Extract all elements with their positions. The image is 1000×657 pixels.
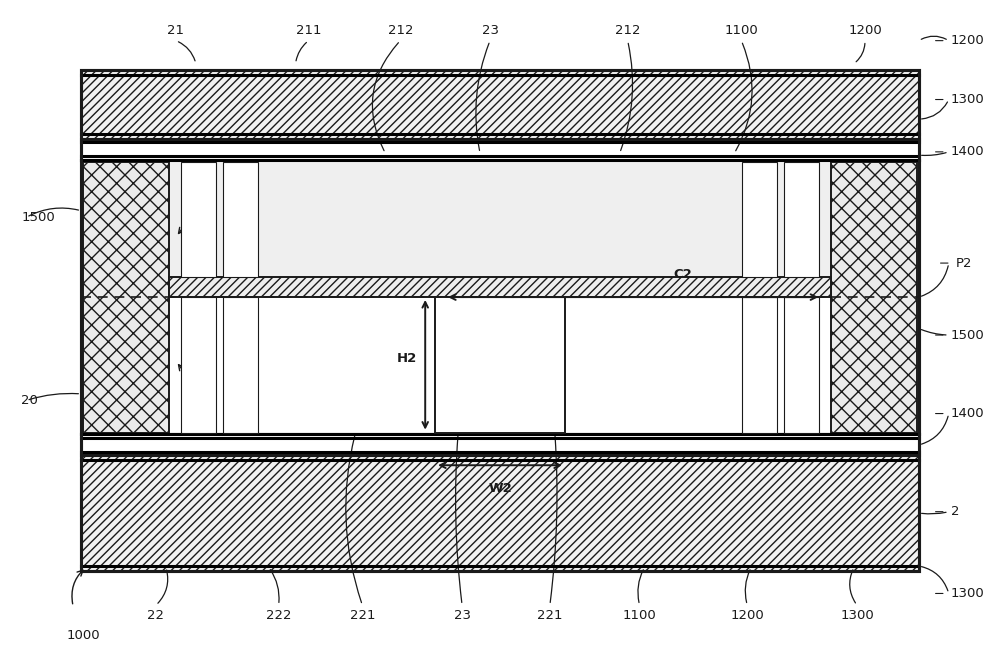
- Text: 1000: 1000: [66, 629, 100, 643]
- Text: 212: 212: [615, 24, 640, 37]
- Bar: [742, 297, 777, 432]
- Text: 22: 22: [147, 608, 164, 622]
- Text: 1200: 1200: [730, 608, 764, 622]
- Text: 1100: 1100: [623, 608, 656, 622]
- Bar: [169, 162, 831, 277]
- Text: 1300: 1300: [840, 608, 874, 622]
- Text: 211: 211: [296, 24, 321, 37]
- Text: 23: 23: [454, 608, 471, 622]
- Text: 1200: 1200: [951, 34, 984, 47]
- Bar: [81, 70, 919, 139]
- Text: 222: 222: [266, 608, 291, 622]
- Bar: [223, 162, 258, 277]
- Bar: [435, 297, 565, 432]
- Text: W2: W2: [488, 482, 512, 495]
- Text: 1300: 1300: [951, 93, 984, 106]
- Bar: [81, 70, 919, 570]
- Bar: [83, 162, 169, 432]
- Bar: [223, 297, 258, 432]
- Bar: [784, 162, 819, 277]
- Text: 1100: 1100: [724, 24, 758, 37]
- Text: 20: 20: [21, 394, 38, 407]
- Text: 1400: 1400: [951, 407, 984, 420]
- Text: 1500: 1500: [951, 328, 984, 342]
- Text: 2: 2: [951, 505, 959, 518]
- Text: 23: 23: [482, 24, 499, 37]
- Text: 212: 212: [388, 24, 413, 37]
- Bar: [742, 162, 777, 277]
- Text: 1300: 1300: [951, 587, 984, 600]
- Text: 21: 21: [167, 24, 184, 37]
- Bar: [81, 160, 919, 434]
- Text: P2: P2: [956, 257, 972, 269]
- Text: 1200: 1200: [848, 24, 882, 37]
- Text: H2: H2: [397, 351, 417, 365]
- Text: 1400: 1400: [951, 145, 984, 158]
- Bar: [181, 162, 216, 277]
- Bar: [81, 139, 919, 160]
- Text: 1500: 1500: [21, 211, 55, 224]
- Text: 221: 221: [350, 608, 375, 622]
- Bar: [784, 297, 819, 432]
- Bar: [831, 162, 917, 432]
- Text: 221: 221: [537, 608, 563, 622]
- Bar: [81, 455, 919, 570]
- Bar: [81, 434, 919, 455]
- Bar: [169, 277, 831, 297]
- Text: C2: C2: [674, 268, 692, 281]
- Bar: [181, 297, 216, 432]
